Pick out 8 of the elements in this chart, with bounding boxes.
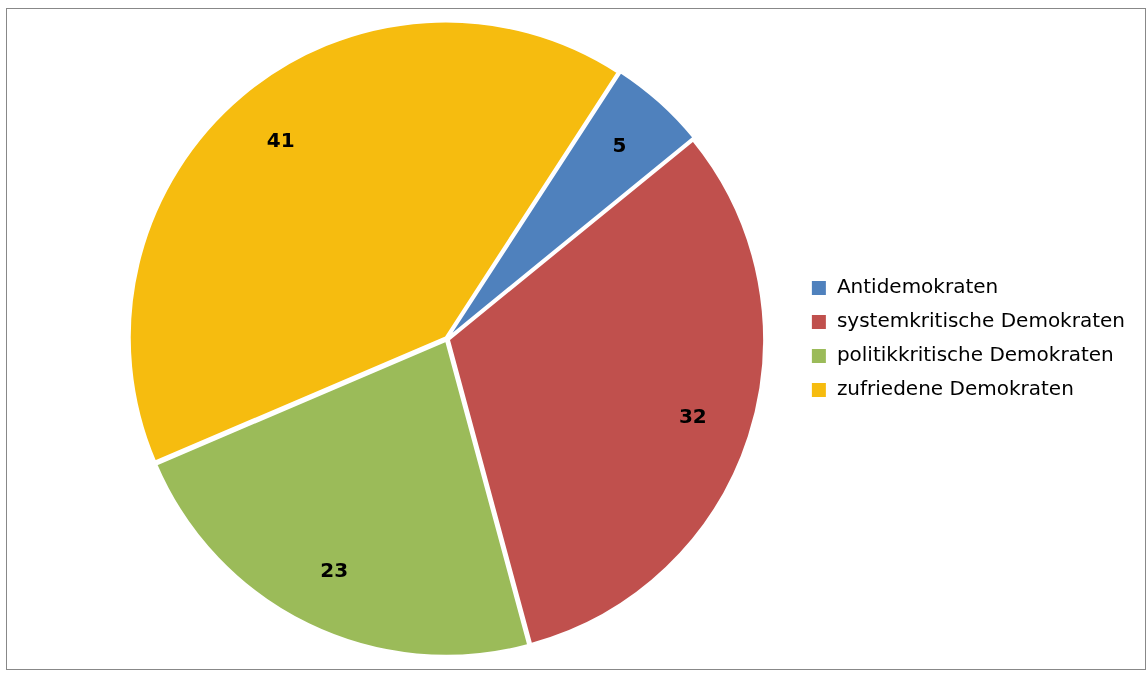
data-label: 5 bbox=[612, 132, 627, 157]
data-label: 41 bbox=[266, 127, 295, 152]
legend-label: zufriedene Demokraten bbox=[836, 376, 1074, 401]
data-label: 23 bbox=[320, 557, 349, 582]
legend-label: politikkritische Demokraten bbox=[836, 342, 1114, 367]
legend-label: systemkritische Demokraten bbox=[836, 308, 1125, 333]
legend-label: Antidemokraten bbox=[836, 274, 999, 299]
data-label: 32 bbox=[678, 404, 707, 429]
